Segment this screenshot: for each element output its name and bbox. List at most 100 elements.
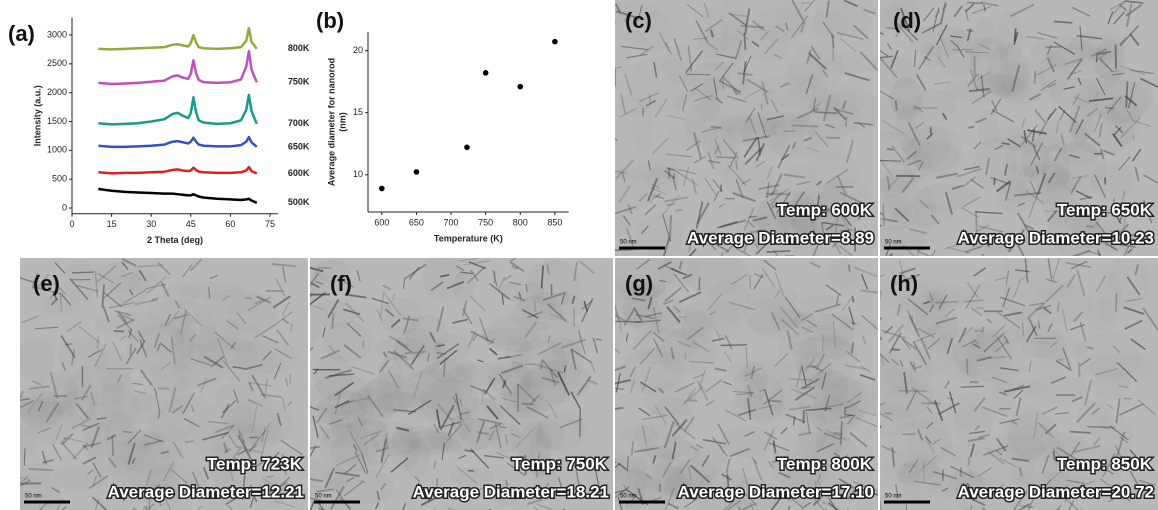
tem-rod bbox=[736, 392, 755, 396]
tem-rod bbox=[1124, 0, 1144, 4]
tem-rod bbox=[714, 139, 722, 156]
tem-rod bbox=[1018, 504, 1034, 509]
tem-rod bbox=[835, 294, 840, 305]
tem-rod bbox=[157, 261, 171, 276]
tem-rod bbox=[1131, 148, 1142, 162]
tem-rod bbox=[847, 264, 851, 272]
x-tick-label: 800 bbox=[513, 217, 528, 227]
y-axis-title: (nm) bbox=[337, 112, 347, 132]
tem-cluster bbox=[310, 320, 322, 341]
tem-rod bbox=[45, 402, 60, 423]
tem-rod bbox=[853, 266, 878, 278]
tem-rod bbox=[557, 371, 571, 396]
tem-rod bbox=[196, 377, 217, 387]
tem-rod bbox=[132, 382, 143, 386]
tem-rod bbox=[808, 52, 827, 70]
tem-rod bbox=[743, 55, 752, 74]
tem-rod bbox=[724, 408, 747, 422]
tem-rod bbox=[1109, 425, 1129, 441]
tem-rod bbox=[505, 479, 508, 487]
tem-rod bbox=[783, 173, 806, 179]
tem-rod bbox=[66, 320, 82, 333]
tem-rod bbox=[943, 380, 951, 389]
tem-rod bbox=[725, 458, 731, 474]
tem-rod bbox=[133, 390, 146, 395]
tem-rod bbox=[711, 337, 725, 342]
tem-rod bbox=[125, 347, 137, 365]
tem-rod bbox=[236, 445, 264, 454]
tem-rod bbox=[776, 191, 791, 214]
tem-cluster bbox=[880, 5, 918, 32]
tem-rod bbox=[796, 107, 819, 120]
tem-rod bbox=[615, 365, 626, 372]
tem-rod bbox=[598, 207, 605, 216]
tem-rod bbox=[1091, 407, 1101, 416]
tem-rod bbox=[721, 77, 725, 90]
tem-rod bbox=[743, 207, 755, 232]
tem-rod bbox=[262, 350, 272, 361]
tem-rod bbox=[254, 322, 278, 339]
tem-rod bbox=[786, 330, 793, 350]
y-tick-label: 15 bbox=[353, 107, 363, 117]
tem-rod bbox=[761, 81, 769, 105]
tem-rod bbox=[1053, 41, 1076, 55]
tem-rod bbox=[222, 442, 229, 454]
tem-rod bbox=[654, 405, 667, 425]
tem-rod bbox=[650, 186, 667, 195]
tem-rod bbox=[965, 3, 975, 12]
tem-rod bbox=[792, 416, 796, 426]
tem-rod bbox=[848, 306, 855, 325]
tem-rod bbox=[678, 75, 689, 92]
tem-rod bbox=[375, 446, 389, 453]
tem-rod bbox=[732, 192, 756, 203]
tem-rod bbox=[276, 311, 293, 324]
tem-rod bbox=[20, 390, 24, 400]
tem-rod bbox=[925, 439, 936, 454]
tem-rod bbox=[701, 454, 710, 467]
tem-rod bbox=[760, 103, 763, 111]
tem-rod bbox=[940, 446, 956, 457]
tem-rod bbox=[502, 380, 507, 389]
tem-rod bbox=[1027, 195, 1038, 219]
tem-rod bbox=[752, 459, 763, 481]
tem-rod bbox=[744, 367, 762, 377]
tem-rod bbox=[720, 252, 724, 256]
tem-rod bbox=[1099, 478, 1119, 494]
tem-rod bbox=[968, 430, 986, 435]
tem-rod bbox=[658, 387, 665, 394]
tem-rod bbox=[992, 324, 1006, 338]
tem-rod bbox=[792, 141, 797, 149]
tem-rod bbox=[744, 8, 751, 35]
tem-rod bbox=[983, 445, 1009, 456]
tem-rod bbox=[732, 13, 748, 17]
tem-rod bbox=[825, 168, 849, 185]
tem-rod bbox=[354, 451, 367, 475]
tem-rod bbox=[619, 319, 622, 333]
tem-rod bbox=[463, 259, 491, 266]
tem-cluster bbox=[1060, 141, 1098, 165]
tem-rod bbox=[662, 237, 671, 256]
tem-cluster bbox=[534, 420, 564, 451]
tem-rod bbox=[747, 397, 752, 421]
tem-rod bbox=[697, 486, 722, 496]
tem-rod bbox=[690, 83, 704, 92]
tem-cluster bbox=[317, 422, 360, 448]
tem-rod bbox=[237, 429, 246, 443]
tem-rod bbox=[1079, 507, 1084, 510]
tem-rod bbox=[712, 436, 728, 457]
tem-rod bbox=[970, 90, 992, 105]
y-tick-label: 2000 bbox=[47, 87, 67, 97]
tem-rod bbox=[963, 166, 980, 171]
tem-rod bbox=[37, 400, 44, 412]
tem-rod bbox=[328, 373, 355, 377]
tem-rod bbox=[883, 218, 899, 223]
tem-rod bbox=[513, 295, 525, 302]
tem-rod bbox=[482, 388, 496, 401]
tem-rod bbox=[1057, 507, 1062, 510]
tem-rod bbox=[984, 239, 991, 248]
tem-rod bbox=[1028, 317, 1038, 336]
tem-rod bbox=[825, 284, 842, 296]
tem-rod bbox=[723, 351, 733, 363]
tem-rod bbox=[766, 201, 777, 220]
tem-rod bbox=[804, 0, 816, 12]
